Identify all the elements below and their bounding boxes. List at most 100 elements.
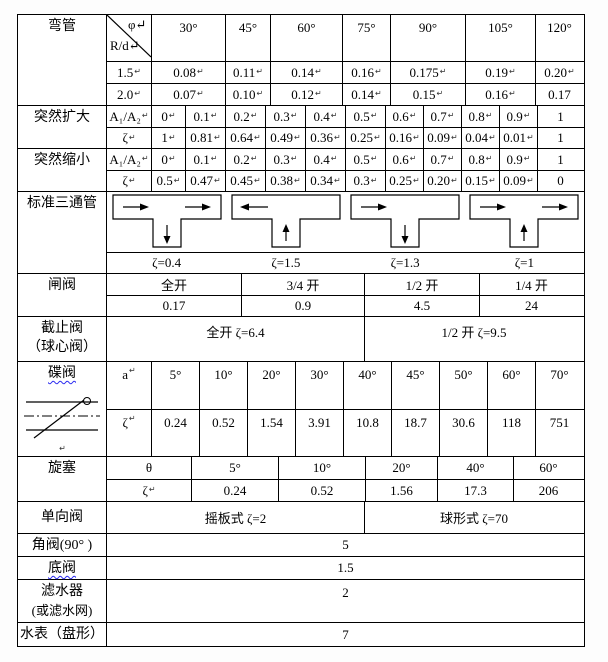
contraction-zeta: 0.34 ↵ <box>305 171 345 191</box>
butterfly-zeta-value: 3.91 <box>295 410 343 456</box>
paragraph-mark: ↵ <box>334 175 341 185</box>
foot-valve-value: 1.5 <box>337 560 354 576</box>
butterfly-valve-diagram <box>24 396 100 439</box>
expansion-zeta: 0.04 ↵ <box>461 128 499 148</box>
paragraph-mark: ↵ <box>59 443 66 453</box>
expansion-zeta: 0.25 ↵ <box>345 128 385 148</box>
tee-diagram-flow-right-branch-up <box>469 194 579 248</box>
butterfly-zeta-value: 18.7 <box>391 410 439 456</box>
butterfly-header-row: a ↵ 5° 10° 20° 30° 40° 45° 50° 60° 70° <box>107 362 584 409</box>
paragraph-mark: ↵ <box>489 132 496 142</box>
paragraph-mark: ↵ <box>290 154 298 163</box>
paragraph-mark: ↵ <box>523 111 531 120</box>
row-label-sudden-expansion: 突然扩大 <box>18 106 107 148</box>
bend-value: 0.16 ↵ <box>342 62 390 83</box>
section-standard-tee: 标准三通管 <box>18 191 584 273</box>
butterfly-angle-header: 10° <box>199 362 247 409</box>
paragraph-mark: ↵ <box>409 111 417 120</box>
paragraph-mark: ↵ <box>18 444 106 456</box>
row-label-gate-valve: 闸阀 <box>18 274 107 316</box>
gate-opening-header: 3/4 开 <box>241 274 364 295</box>
expansion-zeta: 0.81 ↵ <box>185 128 225 148</box>
bend-header-row: φ↵ R/d↵ 30° 45° 60° 75° 90° 105° 120° <box>107 15 584 61</box>
row-label-standard-tee: 标准三通管 <box>18 192 107 273</box>
expansion-zeta: 0.16 ↵ <box>385 128 423 148</box>
globe-valve-full-open: 全开 ζ=6.4 <box>206 325 265 340</box>
expansion-ratio: 0.5 ↵ <box>345 106 385 127</box>
paragraph-mark: ↵ <box>489 175 496 185</box>
butterfly-zeta-value: 0.52 <box>199 410 247 456</box>
angle-valve-row: 5 <box>107 534 584 556</box>
section-foot-valve: 底阀 1.5 <box>18 556 584 580</box>
angle-valve-value: 5 <box>342 537 349 553</box>
contraction-ratio: 0 ↵ <box>151 149 185 170</box>
contraction-ratio: 0.9 ↵ <box>499 149 537 170</box>
contraction-zeta: 0.38 ↵ <box>265 171 305 191</box>
paragraph-mark: ↵ <box>168 154 176 163</box>
contraction-zeta: 0.5 ↵ <box>151 171 185 191</box>
expansion-zeta: 0.09 ↵ <box>423 128 461 148</box>
contraction-ratio: 0.8 ↵ <box>461 149 499 170</box>
strainer-label-line2: (或滤水网) <box>31 602 93 618</box>
butterfly-angle-header: 40° <box>343 362 391 409</box>
cock-angle-header: 10° <box>278 457 365 480</box>
cock-zeta-value: 17.3 <box>437 480 513 502</box>
butterfly-zeta-value: 118 <box>487 410 535 456</box>
expansion-ratio: 0.8 ↵ <box>461 106 499 127</box>
contraction-zeta: 0.25 ↵ <box>385 171 423 191</box>
section-strainer: 滤水器 (或滤水网) 2 <box>18 579 584 623</box>
paragraph-mark: ↵ <box>374 132 381 142</box>
expansion-ratio: 0.6 ↵ <box>385 106 423 127</box>
expansion-ratio: 0.9 ↵ <box>499 106 537 127</box>
section-bend-pipe: 弯管 φ↵ R/d↵ 30° 45° 60° 75° 90° 105° 120° 1.5 ↵ 0… <box>18 15 584 105</box>
paragraph-mark: ↵ <box>168 132 176 142</box>
loss-coefficient-table: 弯管 φ↵ R/d↵ 30° 45° 60° 75° 90° 105° 120° 1.5 ↵ 0… <box>17 14 585 648</box>
contraction-zeta: 0.09 ↵ <box>499 171 537 191</box>
check-valve-row: 摇板式 ζ=2 球形式 ζ=70 <box>107 502 584 534</box>
butterfly-zeta-value: 1.54 <box>247 410 295 456</box>
globe-valve-label-line1: 截止阀 <box>41 321 83 336</box>
bend-value: 0.12 ↵ <box>270 84 342 105</box>
row-label-butterfly-valve: 碟阀 ↵ <box>18 362 107 457</box>
bend-angle-header: 120° <box>535 15 583 61</box>
gate-opening-header: 1/2 开 <box>364 274 479 295</box>
paragraph-mark: ↵ <box>173 175 181 185</box>
bend-value: 0.07 ↵ <box>151 84 225 105</box>
butterfly-value-row: ζ ↵ 0.24 0.52 1.54 3.91 10.8 18.7 30.6 118 751 <box>107 409 584 456</box>
globe-valve-row: 全开 ζ=6.4 1/2 开 ζ=9.5 <box>107 317 584 361</box>
expansion-zeta: 1 <box>537 128 583 148</box>
section-butterfly-valve: 碟阀 ↵ a ↵ 5° 10° 20° 30° 40° 45° 50° 60° 70° ζ ↵ 0.… <box>18 361 584 457</box>
paragraph-mark: ↵ <box>315 89 322 98</box>
section-gate-valve: 闸阀 全开 3/4 开 1/2 开 1/4 开 0.17 0.9 4.5 24 <box>18 273 584 316</box>
paragraph-mark: ↵ <box>447 111 455 120</box>
tee-zeta-4: ζ=1 <box>514 255 534 270</box>
paragraph-mark: ↵ <box>254 132 261 142</box>
globe-valve-label-line2: （球心阀） <box>27 339 97 355</box>
expansion-ratio: 0.2 ↵ <box>225 106 265 127</box>
paragraph-mark: ↵ <box>250 111 258 120</box>
contraction-zeta: 0.3 ↵ <box>345 171 385 191</box>
bend-angle-header: 75° <box>342 15 390 61</box>
expansion-zeta: 1 ↵ <box>151 128 185 148</box>
paragraph-mark: ↵ <box>210 111 218 120</box>
paragraph-mark: ↵ <box>409 154 417 163</box>
row-label-strainer: 滤水器 (或滤水网) <box>18 580 107 623</box>
paragraph-mark: ↵ <box>141 111 149 120</box>
butterfly-a-label: a ↵ <box>122 366 136 382</box>
paragraph-mark: ↵ <box>436 89 444 98</box>
strainer-label-line1: 滤水器 <box>41 584 83 600</box>
paragraph-mark: ↵ <box>375 67 382 76</box>
expansion-ratio: 0.3 ↵ <box>265 106 305 127</box>
paragraph-mark: ↵ <box>128 414 136 423</box>
paragraph-mark: ↵ <box>315 67 322 76</box>
contraction-ratio: 0.3 ↵ <box>265 149 305 170</box>
contraction-zeta: 0.47 ↵ <box>185 171 225 191</box>
bend-value: 1.5 ↵ <box>117 64 141 80</box>
cock-zeta-value: ζ ↵ <box>142 482 156 498</box>
bend-angle-header: 60° <box>270 15 342 61</box>
paragraph-mark: ↵ <box>370 154 378 163</box>
expansion-zeta: ζ ↵ <box>122 130 136 145</box>
check-valve-ball: 球形式 ζ=70 <box>364 502 583 534</box>
cock-value-row: ζ ↵ 0.24 0.52 1.56 17.3 206 <box>107 479 584 502</box>
expansion-zeta: 0.01 ↵ <box>499 128 537 148</box>
